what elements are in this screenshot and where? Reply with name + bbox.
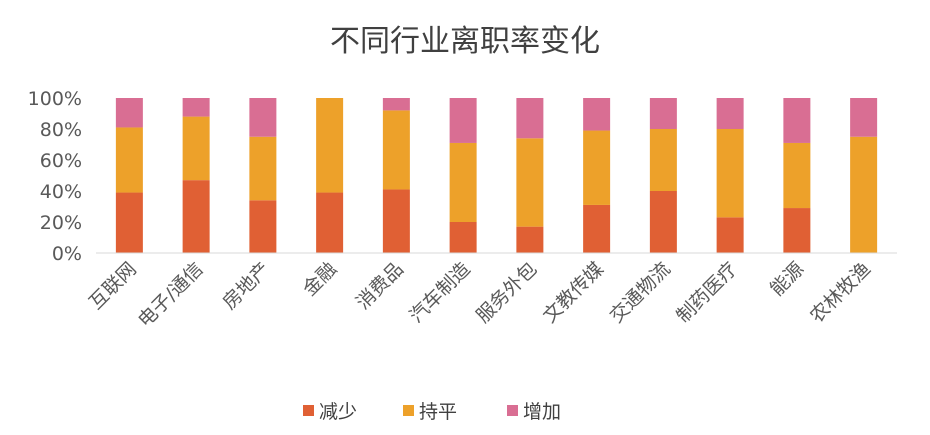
bar-segment-1 (382, 189, 410, 253)
y-axis: 0% 20% 40% 60% 80% 100% (28, 88, 82, 265)
bar-segment-3 (249, 98, 277, 137)
bar-segment-2 (783, 142, 811, 209)
bar-segment-2 (115, 127, 143, 193)
bar-segment-3 (783, 98, 811, 143)
bar-segment-2 (716, 129, 744, 218)
bar-segment-1 (316, 192, 344, 253)
bar-segment-1 (249, 200, 277, 253)
y-tick-label: 40% (40, 181, 82, 203)
category-label: 交通物流 (606, 258, 675, 327)
category-label: 文教传媒 (539, 258, 608, 327)
bar-segment-2 (382, 110, 410, 190)
chart-title: 不同行业离职率变化 (330, 24, 600, 59)
bar-segment-3 (850, 98, 878, 137)
bar-segment-3 (382, 98, 410, 111)
bar-segment-2 (249, 136, 277, 201)
category-label: 汽车制造 (405, 258, 474, 327)
bar-segment-1 (449, 222, 477, 253)
category-label: 互联网 (85, 258, 141, 314)
bar-segment-2 (182, 116, 210, 181)
bar-segment-3 (182, 98, 210, 117)
legend-swatch (403, 405, 414, 416)
bar-segment-2 (316, 98, 344, 193)
bars (115, 98, 878, 253)
category-label: 房地产 (219, 258, 275, 314)
legend: 减少 持平 增加 (303, 401, 561, 423)
category-label: 电子/通信 (134, 258, 208, 332)
y-tick-label: 100% (28, 88, 82, 110)
y-tick-label: 20% (40, 212, 82, 234)
y-tick-label: 60% (40, 150, 82, 172)
legend-label: 减少 (319, 401, 357, 423)
bar-segment-3 (716, 98, 744, 129)
y-tick-label: 0% (52, 243, 82, 265)
bar-segment-2 (516, 138, 544, 227)
bar-segment-1 (583, 204, 611, 253)
bar-segment-1 (182, 180, 210, 253)
category-label: 消费品 (352, 258, 408, 314)
bar-segment-1 (716, 217, 744, 253)
bar-segment-3 (583, 98, 611, 131)
bar-segment-3 (449, 98, 477, 143)
category-label: 能源 (766, 258, 808, 300)
bar-segment-3 (649, 98, 677, 129)
category-label: 农林牧渔 (806, 258, 875, 327)
y-tick-label: 80% (40, 119, 82, 141)
bar-segment-2 (850, 136, 878, 253)
legend-swatch (507, 405, 518, 416)
bar-segment-2 (649, 129, 677, 191)
bar-segment-2 (583, 130, 611, 205)
legend-label: 持平 (419, 401, 457, 423)
bar-segment-3 (115, 98, 143, 128)
bar-segment-1 (783, 208, 811, 253)
bar-segment-1 (516, 226, 544, 253)
category-label: 服务外包 (472, 258, 541, 327)
category-label: 金融 (299, 258, 341, 300)
bar-segment-1 (115, 192, 143, 253)
legend-label: 增加 (523, 401, 561, 423)
legend-swatch (303, 405, 314, 416)
bar-segment-1 (649, 191, 677, 253)
bar-segment-3 (516, 98, 544, 139)
category-label: 制药医疗 (672, 258, 741, 327)
bar-segment-2 (449, 142, 477, 222)
